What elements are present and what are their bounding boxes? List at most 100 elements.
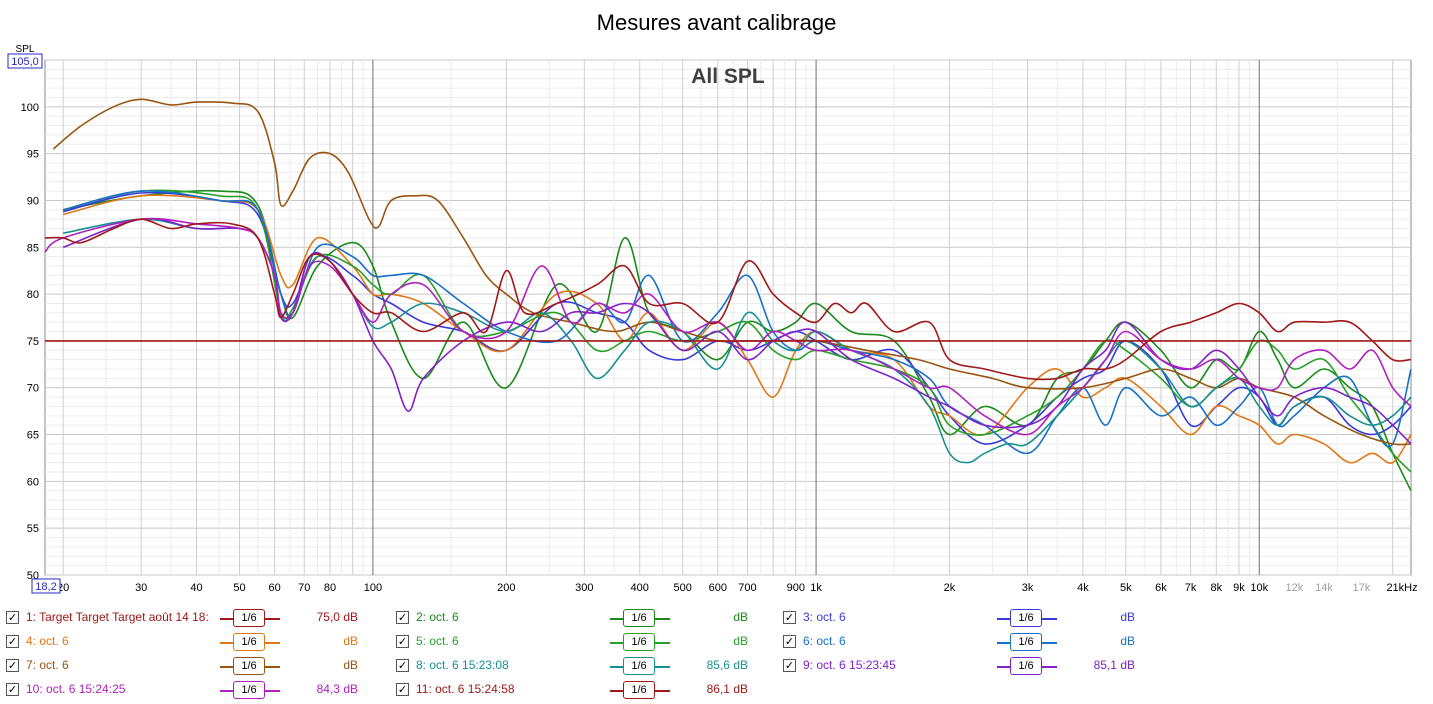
legend-checkbox[interactable]: ✓	[396, 611, 409, 624]
legend-entry: ✓ 6: oct. 6 1/6 dB	[783, 632, 1163, 654]
legend-label: 11: oct. 6 15:24:58	[416, 682, 515, 696]
x-tick-label: 6k	[1155, 582, 1167, 594]
legend-value: 84,3 dB	[316, 682, 358, 696]
smoothing-label: 1/6	[233, 657, 265, 675]
legend-checkbox[interactable]: ✓	[783, 611, 796, 624]
legend-checkbox[interactable]: ✓	[6, 659, 19, 672]
x-tick-label: 30	[135, 582, 147, 594]
legend-entry: ✓ 3: oct. 6 1/6 dB	[783, 608, 1163, 630]
series-line-6	[63, 190, 1412, 455]
chart-title: Mesures avant calibrage	[596, 10, 837, 35]
smoothing-label: 1/6	[623, 609, 655, 627]
series-line-7	[52, 98, 1412, 446]
x-tick-label: 8k	[1210, 582, 1222, 594]
x-tick-label: 100	[364, 582, 382, 594]
y-tick-label: 85	[27, 242, 39, 254]
x-tick-label: 300	[575, 582, 593, 594]
legend-label: 7: oct. 6	[26, 658, 69, 672]
smoothing-label: 1/6	[1010, 633, 1042, 651]
legend-label: 1: Target Target Target août 14 18:	[26, 610, 209, 624]
x-corner-label: 18,2	[35, 581, 56, 593]
y-top-label: 105,0	[11, 56, 39, 68]
legend-checkbox[interactable]: ✓	[783, 659, 796, 672]
x-tick-label: 14k	[1315, 582, 1333, 594]
x-tick-label: 40	[190, 582, 202, 594]
y-tick-label: 75	[27, 336, 39, 348]
legend-value: 85,1 dB	[1093, 658, 1135, 672]
y-tick-label: 90	[27, 195, 39, 207]
legend-entry: ✓ 4: oct. 6 1/6 dB	[6, 632, 386, 654]
legend-smoothing-swatch[interactable]: 1/6	[220, 609, 280, 627]
legend-value: dB	[1120, 610, 1135, 624]
legend-smoothing-swatch[interactable]: 1/6	[997, 633, 1057, 651]
y-top-box	[7, 53, 43, 69]
x-tick-label: 21kHz	[1386, 582, 1417, 594]
legend-value: 86,1 dB	[706, 682, 748, 696]
legend-checkbox[interactable]: ✓	[396, 659, 409, 672]
legend-checkbox[interactable]: ✓	[396, 635, 409, 648]
smoothing-label: 1/6	[233, 609, 265, 627]
series-line-10	[44, 217, 1412, 436]
x-tick-label: 60	[268, 582, 280, 594]
series-line-5	[63, 189, 1412, 473]
smoothing-label: 1/6	[233, 633, 265, 651]
x-tick-label: 70	[298, 582, 310, 594]
legend-smoothing-swatch[interactable]: 1/6	[610, 657, 670, 675]
y-axis-label: SPL	[16, 44, 35, 55]
legend-smoothing-swatch[interactable]: 1/6	[220, 633, 280, 651]
x-tick-label: 50	[233, 582, 245, 594]
x-tick-label: 9k	[1233, 582, 1245, 594]
series-line-11	[44, 218, 1412, 381]
legend-smoothing-swatch[interactable]: 1/6	[610, 681, 670, 699]
x-tick-label: 12k	[1285, 582, 1303, 594]
legend-entry: ✓ 7: oct. 6 1/6 dB	[6, 656, 386, 678]
x-tick-label: 7k	[1185, 582, 1197, 594]
smoothing-label: 1/6	[623, 657, 655, 675]
legend-entry: ✓ 1: Target Target Target août 14 18: 1/6 7…	[6, 608, 386, 630]
legend-smoothing-swatch[interactable]: 1/6	[220, 657, 280, 675]
legend-entry: ✓ 8: oct. 6 15:23:08 1/6 85,6 dB	[396, 656, 776, 678]
legend-label: 9: oct. 6 15:23:45	[803, 658, 896, 672]
legend-smoothing-swatch[interactable]: 1/6	[610, 609, 670, 627]
x-tick-label: 80	[324, 582, 336, 594]
legend-entry: ✓ 5: oct. 6 1/6 dB	[396, 632, 776, 654]
y-tick-label: 65	[27, 430, 39, 442]
y-tick-label: 100	[21, 102, 39, 114]
legend-smoothing-swatch[interactable]: 1/6	[997, 609, 1057, 627]
legend-checkbox[interactable]: ✓	[6, 635, 19, 648]
legend-checkbox[interactable]: ✓	[6, 611, 19, 624]
x-tick-label: 5k	[1120, 582, 1132, 594]
y-tick-label: 95	[27, 149, 39, 161]
legend-smoothing-swatch[interactable]: 1/6	[997, 657, 1057, 675]
legend-checkbox[interactable]: ✓	[6, 683, 19, 696]
x-corner-box	[31, 578, 61, 594]
y-tick-label: 60	[27, 476, 39, 488]
smoothing-label: 1/6	[1010, 657, 1042, 675]
x-tick-label: 17k	[1353, 582, 1371, 594]
plot-area	[44, 59, 1412, 576]
smoothing-label: 1/6	[1010, 609, 1042, 627]
x-tick-label: 500	[673, 582, 691, 594]
legend-checkbox[interactable]: ✓	[783, 635, 796, 648]
x-tick-label: 1k	[810, 582, 822, 594]
y-tick-label: 55	[27, 523, 39, 535]
legend-entry: ✓ 10: oct. 6 15:24:25 1/6 84,3 dB	[6, 680, 386, 702]
legend-value: 75,0 dB	[316, 610, 358, 624]
x-tick-label: 10k	[1250, 582, 1268, 594]
legend-label: 4: oct. 6	[26, 634, 69, 648]
smoothing-label: 1/6	[623, 681, 655, 699]
legend-label: 3: oct. 6	[803, 610, 846, 624]
y-tick-label: 80	[27, 289, 39, 301]
legend-checkbox[interactable]: ✓	[396, 683, 409, 696]
x-tick-label: 400	[631, 582, 649, 594]
x-tick-label: 600	[709, 582, 727, 594]
legend-entry: ✓ 9: oct. 6 15:23:45 1/6 85,1 dB	[783, 656, 1163, 678]
legend-smoothing-swatch[interactable]: 1/6	[220, 681, 280, 699]
y-tick-label: 70	[27, 383, 39, 395]
x-tick-label: 2k	[944, 582, 956, 594]
legend-label: 2: oct. 6	[416, 610, 459, 624]
legend-smoothing-swatch[interactable]: 1/6	[610, 633, 670, 651]
x-tick-label: 900	[787, 582, 805, 594]
legend-value: dB	[343, 658, 358, 672]
